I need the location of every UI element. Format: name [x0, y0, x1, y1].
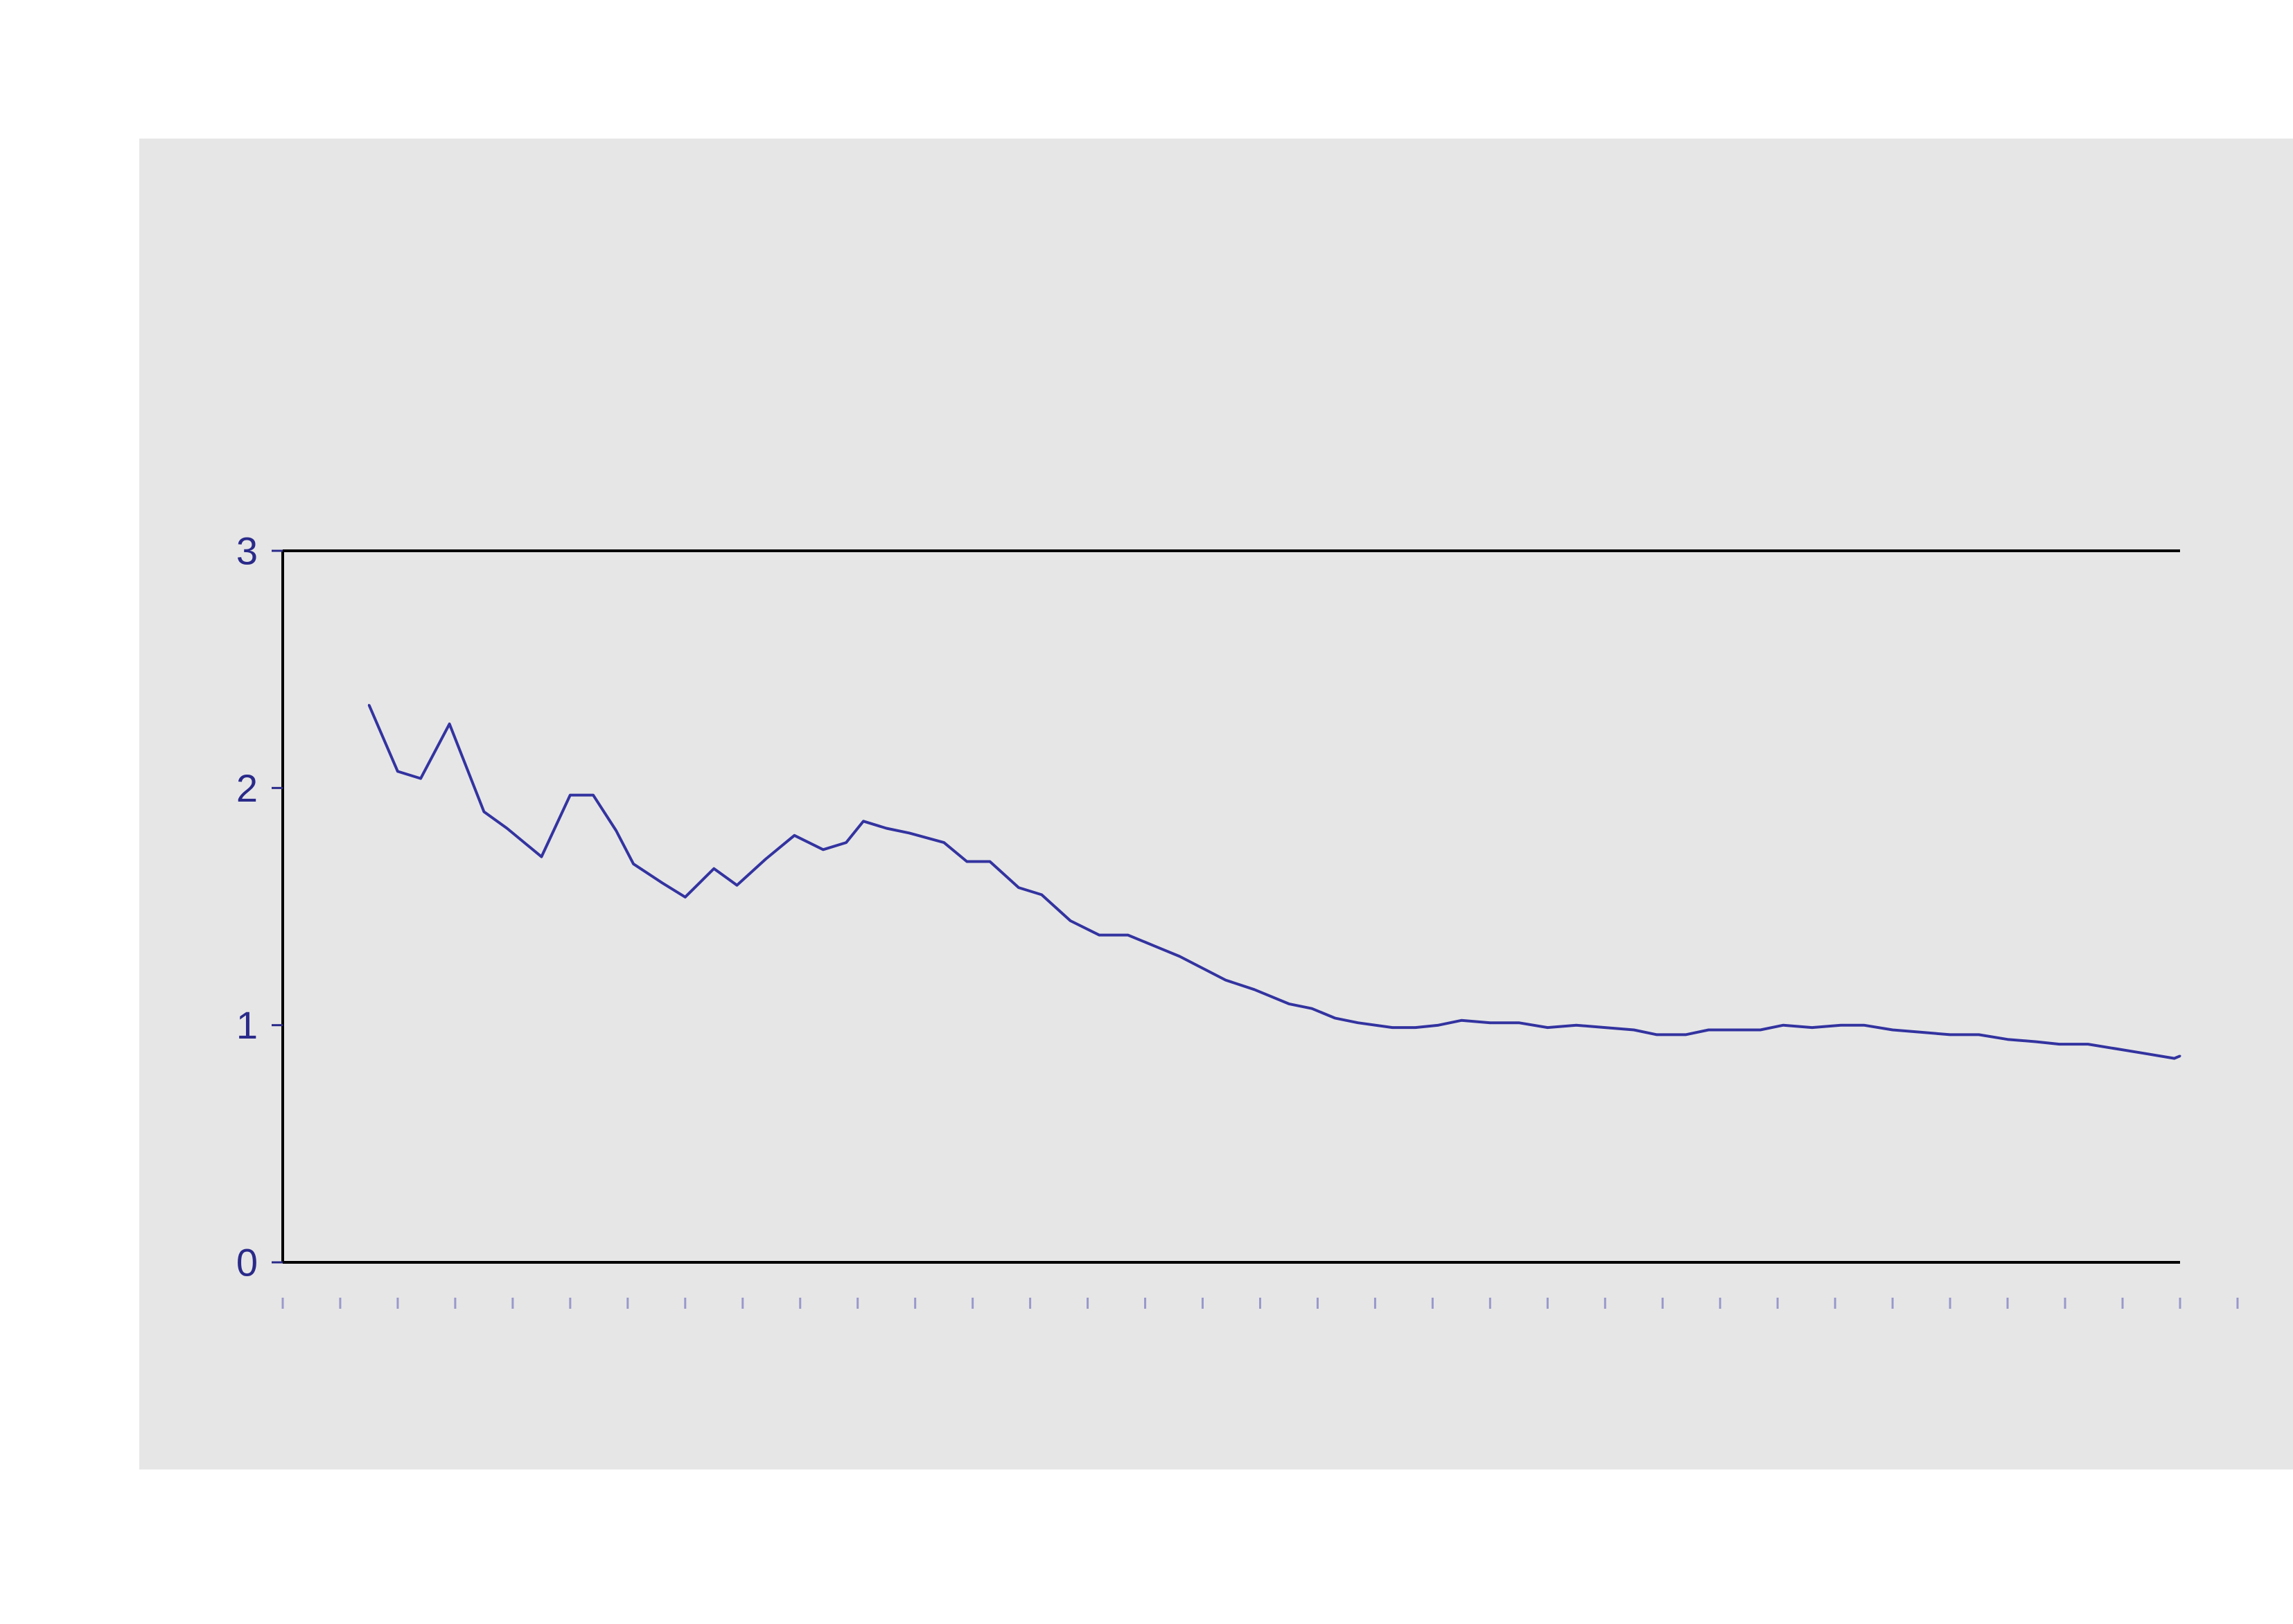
data-point: [1288, 1003, 1290, 1005]
data-point: [1949, 1033, 1951, 1036]
data-point: [1391, 1026, 1394, 1029]
data-point: [2116, 1048, 2118, 1050]
data-point: [615, 829, 617, 832]
data-point: [1310, 1007, 1313, 1010]
data-point: [1253, 988, 1256, 991]
data-point: [1839, 1024, 1842, 1027]
data-point: [1460, 1019, 1463, 1022]
data-point: [1575, 1024, 1578, 1027]
data-point: [1633, 1029, 1635, 1032]
data-point: [908, 831, 911, 834]
data-point: [712, 867, 715, 870]
data-point: [396, 770, 399, 773]
data-point: [989, 860, 992, 863]
data-point: [2144, 1052, 2147, 1055]
x-axis-ticks: [281, 1298, 2239, 1309]
data-point: [1920, 1031, 1923, 1034]
y-tick-label: 0: [236, 1241, 258, 1285]
data-point: [1684, 1033, 1687, 1036]
data-point: [1736, 1029, 1739, 1032]
data-point: [2035, 1041, 2038, 1043]
data-point: [1069, 919, 1072, 922]
data-point: [1488, 1021, 1491, 1024]
data-point: [1202, 967, 1204, 970]
data-point: [661, 881, 664, 884]
data-point: [862, 820, 865, 822]
data-point: [1098, 934, 1100, 937]
data-point: [1891, 1029, 1894, 1032]
data-point: [540, 856, 543, 858]
y-axis-ticks: 0 1 2 3: [236, 529, 283, 1285]
data-point: [482, 811, 485, 813]
data-point: [942, 841, 945, 844]
data-point: [569, 794, 572, 797]
data-point: [1782, 1024, 1785, 1027]
y-tick-label: 3: [236, 529, 258, 573]
data-point: [1759, 1029, 1762, 1032]
series-line-0: [367, 704, 2181, 1060]
data-point: [1518, 1021, 1520, 1024]
data-point: [2006, 1038, 2009, 1041]
data-point: [2086, 1043, 2089, 1045]
data-point: [684, 896, 687, 899]
data-point: [845, 841, 847, 844]
data-point: [735, 884, 738, 887]
data-point: [1978, 1033, 1980, 1036]
data-point: [1357, 1021, 1360, 1024]
data-point: [885, 827, 888, 830]
data-point: [793, 834, 796, 837]
data-point: [1224, 979, 1227, 982]
data-point: [448, 723, 451, 725]
data-point: [2173, 1057, 2176, 1060]
data-point: [632, 863, 635, 865]
data-point: [1333, 1016, 1336, 1019]
data-point: [1604, 1026, 1606, 1029]
data-point: [1811, 1026, 1813, 1029]
axes-layer: [281, 549, 2180, 1264]
data-point: [2179, 1054, 2181, 1057]
plot-panel-background: [139, 139, 2293, 1469]
series-layer: [367, 704, 2181, 1060]
data-point: [367, 704, 370, 707]
data-point: [1017, 886, 1020, 889]
y-tick-label: 1: [236, 1003, 258, 1047]
data-point: [592, 794, 595, 797]
y-tick-label: 2: [236, 766, 258, 810]
data-point: [822, 848, 825, 851]
data-point: [1040, 893, 1043, 896]
data-point: [1863, 1024, 1865, 1027]
data-point: [1155, 946, 1158, 948]
data-point: [2058, 1043, 2061, 1045]
data-point: [506, 827, 509, 830]
data-point: [1127, 934, 1130, 937]
data-point: [1546, 1026, 1549, 1029]
data-point: [1707, 1029, 1710, 1032]
data-point: [965, 860, 968, 863]
data-point: [1178, 955, 1181, 957]
data-point: [1655, 1033, 1658, 1036]
data-point: [1414, 1026, 1417, 1029]
data-point: [764, 858, 767, 860]
data-point: [1437, 1024, 1440, 1027]
data-point: [419, 777, 422, 780]
